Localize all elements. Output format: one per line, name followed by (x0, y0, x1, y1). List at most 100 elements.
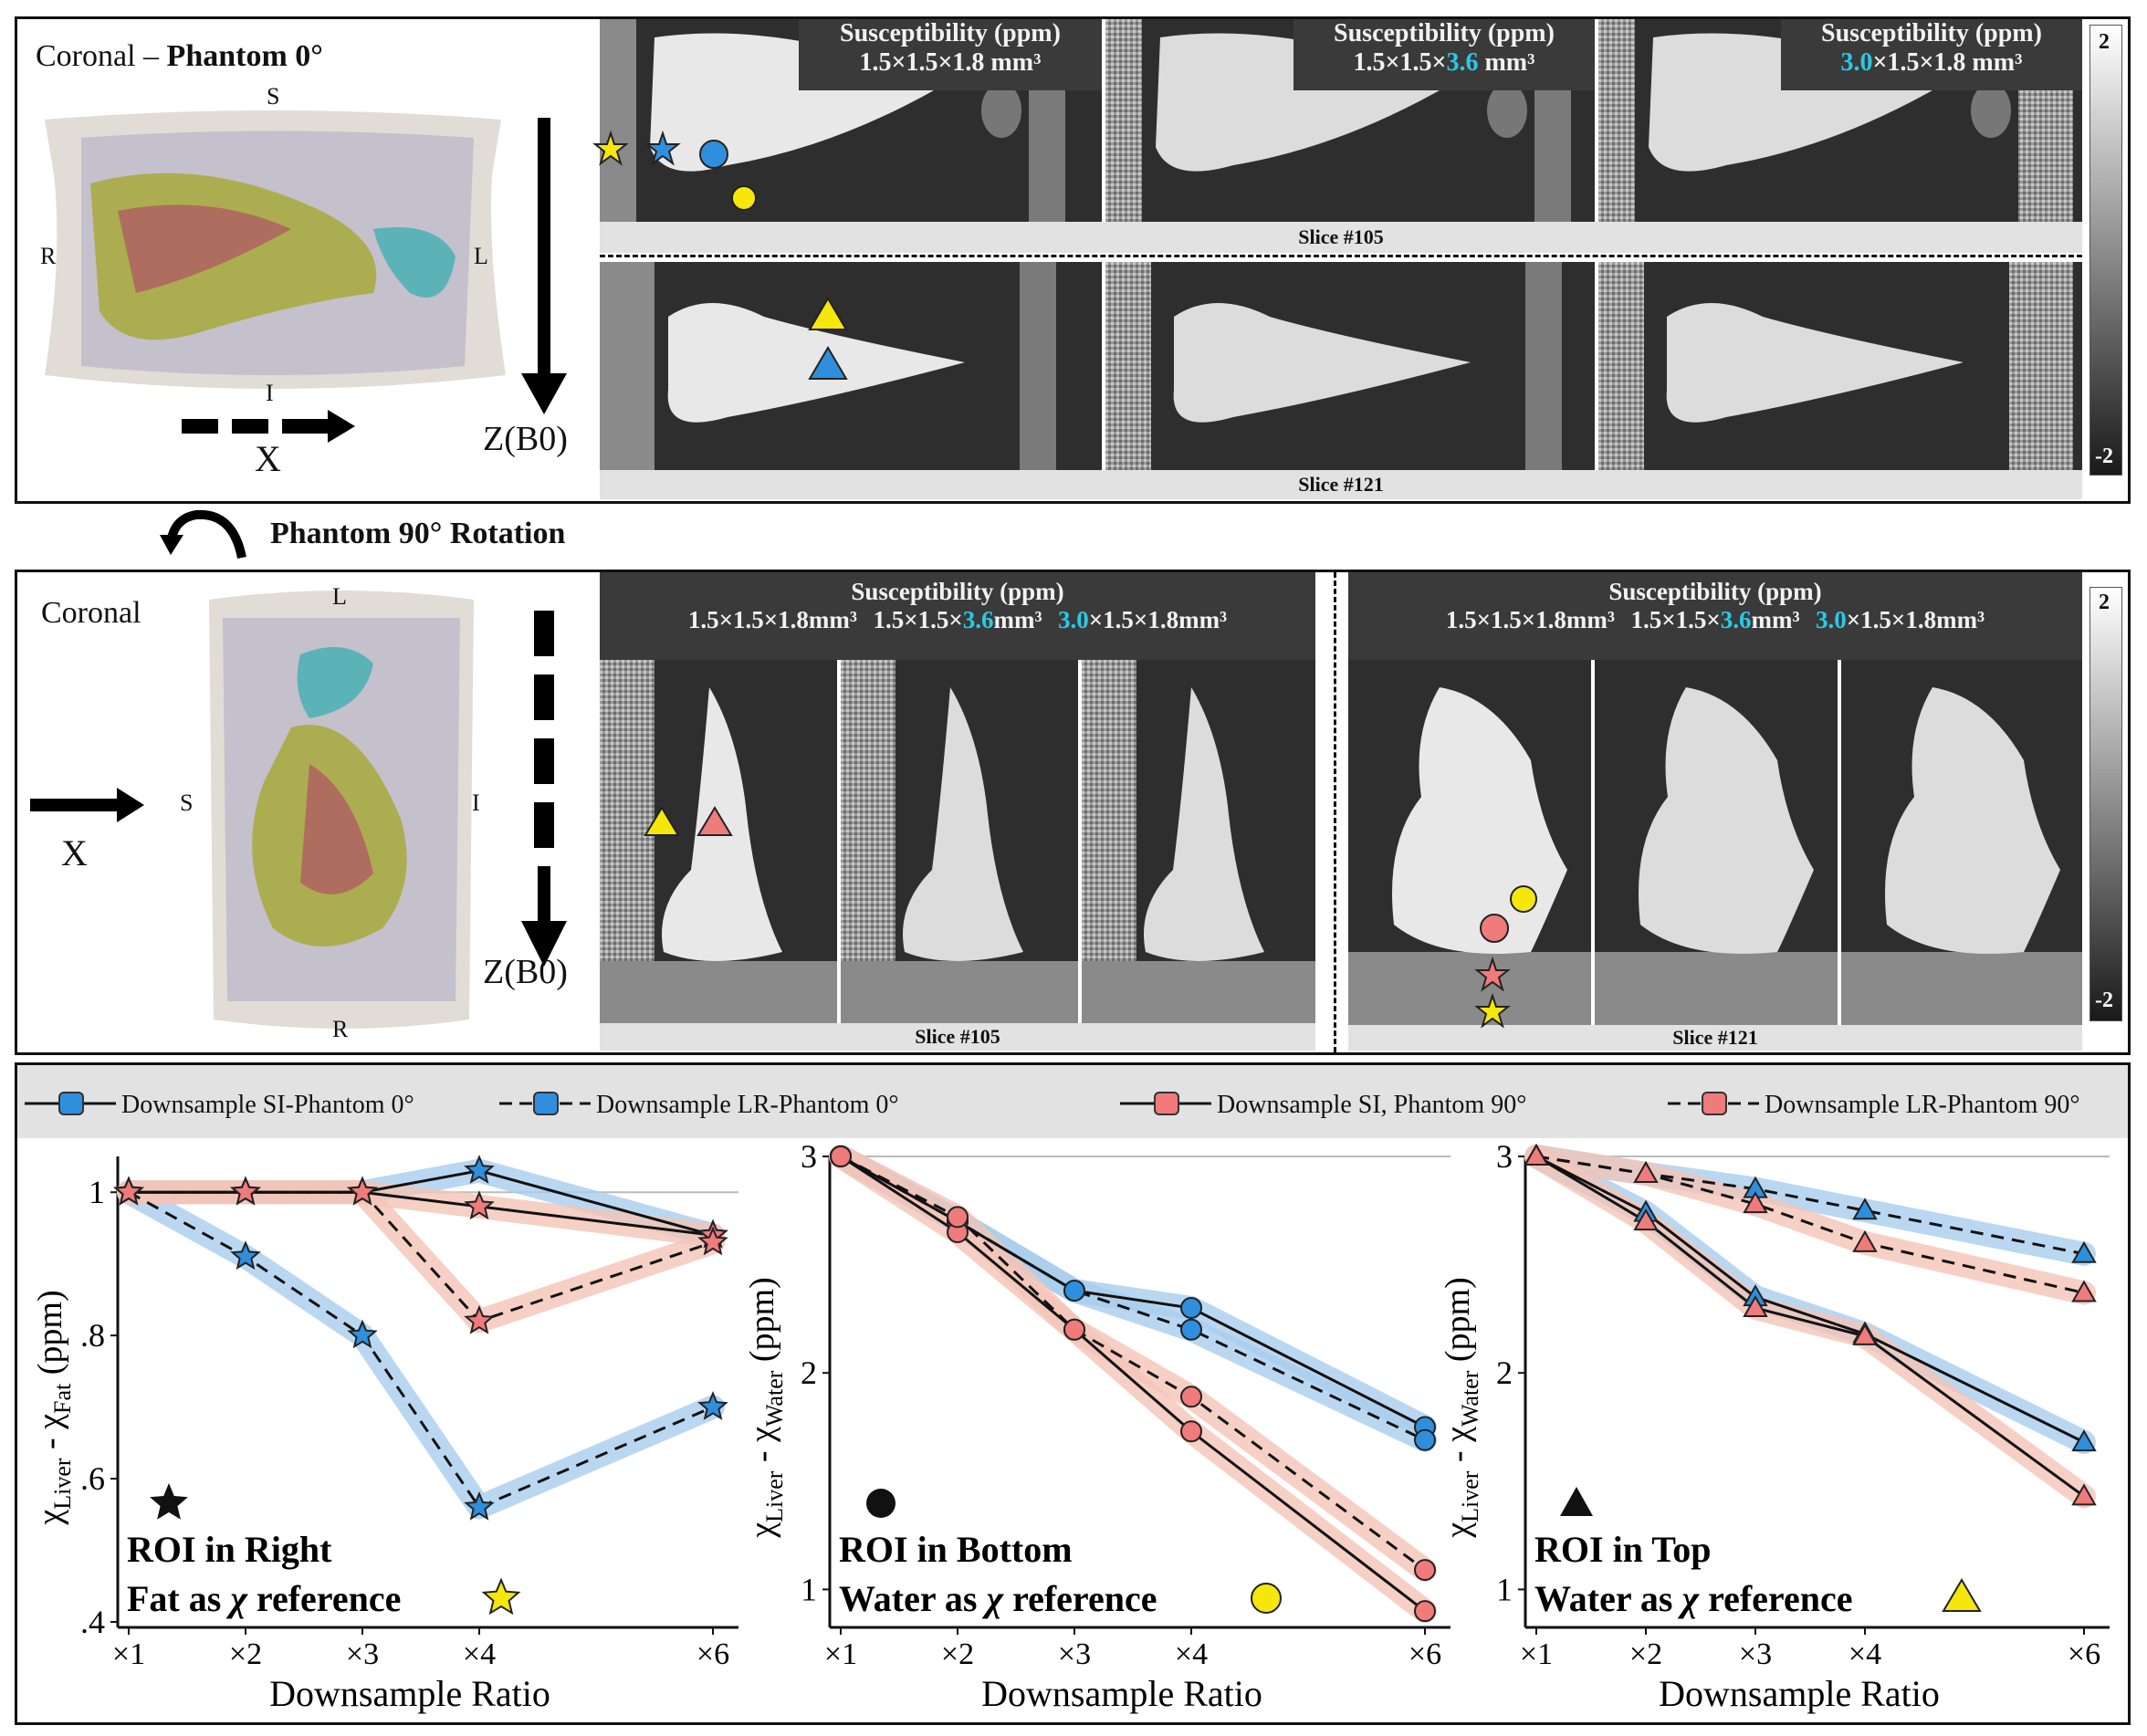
mri-mid-b1 (1348, 660, 1591, 1025)
y-tick-label: 1 (89, 1174, 105, 1210)
header-title: Susceptibility (ppm) (1334, 19, 1555, 47)
middle-panel: Coronal L S I R X Z(B0) Susceptibility (… (15, 570, 2131, 1055)
res-c: ×1.5×1.8 mm³ (1872, 48, 2023, 78)
x-tick-label: ×6 (1409, 1637, 1441, 1671)
data-point (697, 1391, 728, 1420)
data-point (947, 1206, 969, 1229)
colorbar-mid (2089, 587, 2122, 1021)
y-tick-label: .6 (80, 1460, 105, 1497)
z-arrow-icon (521, 118, 567, 414)
roi-markers-top-2 (808, 297, 848, 380)
x-tick-label: ×2 (941, 1637, 974, 1671)
y-tick-label: 1 (801, 1571, 817, 1607)
legend-swatch (58, 1092, 84, 1115)
black-circle-icon (866, 1489, 895, 1518)
data-point (2071, 1483, 2097, 1506)
res-c2: ×1.5×1.8 (1846, 606, 1937, 634)
data-point (230, 1240, 261, 1271)
coronal-label-top: Coronal – Phantom 0° (36, 39, 323, 73)
y-axis-label: χLiver - χWater (ppm) (1439, 1277, 1483, 1539)
y-axis-label: χLiver - χWater (ppm) (743, 1277, 788, 1539)
data-point (113, 1176, 144, 1206)
legend-label: Downsample LR-Phantom 90° (1765, 1091, 2080, 1119)
x-tick-label: ×3 (1058, 1637, 1091, 1671)
unit: mm³ (808, 606, 857, 634)
data-point (1633, 1208, 1659, 1231)
blue-star-icon (644, 130, 681, 166)
unit: mm³ (1178, 606, 1228, 634)
dir-r-top: R (40, 243, 57, 269)
axis-z-top: Z(B0) (483, 420, 568, 458)
res-c1: 3.0 (1816, 606, 1847, 634)
res-b1: 1.5×1.5× (1630, 606, 1721, 634)
series-line (1535, 1155, 2085, 1294)
red-circle-icon (1480, 914, 1509, 943)
header-title: Susceptibility (ppm) (1821, 19, 2042, 47)
data-point (1633, 1160, 1659, 1183)
annotation-line-1: ROI in Top (1534, 1529, 1711, 1570)
dir-s-mid: S (180, 790, 194, 816)
yellow-circle-icon (1251, 1583, 1282, 1614)
phantom-render-90 (191, 581, 492, 1038)
yellow-star-icon (1474, 992, 1511, 1029)
annotation-line-1: ROI in Bottom (839, 1529, 1073, 1570)
data-point (1414, 1428, 1436, 1451)
slice-label-105-top: Slice #105 (600, 222, 2082, 253)
red-star-icon (1474, 956, 1511, 992)
data-point (1524, 1143, 1549, 1166)
legend-label: Downsample LR-Phantom 0° (596, 1091, 899, 1119)
legend-label: Downsample SI, Phantom 90° (1217, 1091, 1526, 1119)
header-title: Susceptibility (ppm) (851, 578, 1064, 605)
cbar-min-top: -2 (2095, 444, 2113, 468)
legend-label: Downsample SI-Phantom 0° (121, 1091, 414, 1119)
phantom-render-0 (26, 101, 519, 403)
data-point (1743, 1191, 1768, 1214)
roi-markers-mid-b (1474, 885, 1537, 1029)
mri-top-r1c3 (1598, 19, 2082, 222)
x-axis-label: Downsample Ratio (981, 1673, 1262, 1714)
slice-label-121-mid: Slice #121 (1348, 1025, 2082, 1051)
mri-mid-a2 (841, 660, 1078, 1023)
data-point (347, 1319, 378, 1349)
blue-circle-icon (699, 140, 728, 169)
y-tick-label: 3 (1496, 1138, 1513, 1175)
x-tick-label: ×6 (2068, 1637, 2100, 1671)
series-line (840, 1155, 1426, 1442)
data-point (1063, 1318, 1085, 1341)
annotation-line-2: Water as χ reference (839, 1578, 1157, 1619)
res-a: 1.5×1.5× (1353, 48, 1447, 78)
x-dashed-arrow-icon (182, 410, 355, 443)
data-point (1743, 1295, 1768, 1318)
roi-markers-mid-a (644, 806, 733, 836)
res-b: 3.6 (1446, 48, 1479, 78)
x-tick-label: ×1 (1520, 1637, 1553, 1671)
yellow-circle-icon (1510, 885, 1537, 913)
yellow-star-icon (592, 130, 629, 166)
header-title: Susceptibility (ppm) (840, 19, 1061, 47)
x-tick-label: ×4 (1175, 1637, 1208, 1671)
data-point (1180, 1318, 1202, 1341)
divider-dashed (600, 255, 2082, 257)
res-c1: 3.0 (1058, 606, 1089, 634)
res-c2: ×1.5×1.8 (1088, 606, 1179, 634)
x-axis-label: Downsample Ratio (269, 1673, 550, 1714)
coronal-label-mid: Coronal (41, 596, 141, 630)
data-point (1063, 1280, 1085, 1302)
dir-l-mid: L (332, 583, 347, 610)
x-tick-label: ×2 (229, 1637, 262, 1671)
series-line (840, 1155, 1426, 1572)
res-a: 1.5×1.5×1.8 (687, 606, 809, 634)
y-tick-label: .4 (80, 1604, 105, 1640)
yellow-triangle-icon (644, 806, 680, 836)
black-triangle-icon (1560, 1487, 1593, 1516)
chart-3: 1 2 3 ×1 ×2 ×3 ×4 ×6 Downsample Ratio χLiver - χW… (1439, 1138, 2110, 1714)
res-header-mid-a: Susceptibility (ppm) 1.5×1.5×1.8mm³ 1.5×… (600, 572, 1315, 660)
unit: mm³ (1936, 606, 1985, 634)
res-header-mid-b: Susceptibility (ppm) 1.5×1.5×1.8mm³ 1.5×… (1348, 572, 2082, 660)
cbar-max-mid: 2 (2099, 591, 2110, 614)
data-point (1414, 1600, 1436, 1623)
x-tick-label: ×3 (1739, 1637, 1772, 1671)
cbar-min-mid: -2 (2095, 988, 2113, 1012)
x-tick-label: ×3 (346, 1637, 379, 1671)
